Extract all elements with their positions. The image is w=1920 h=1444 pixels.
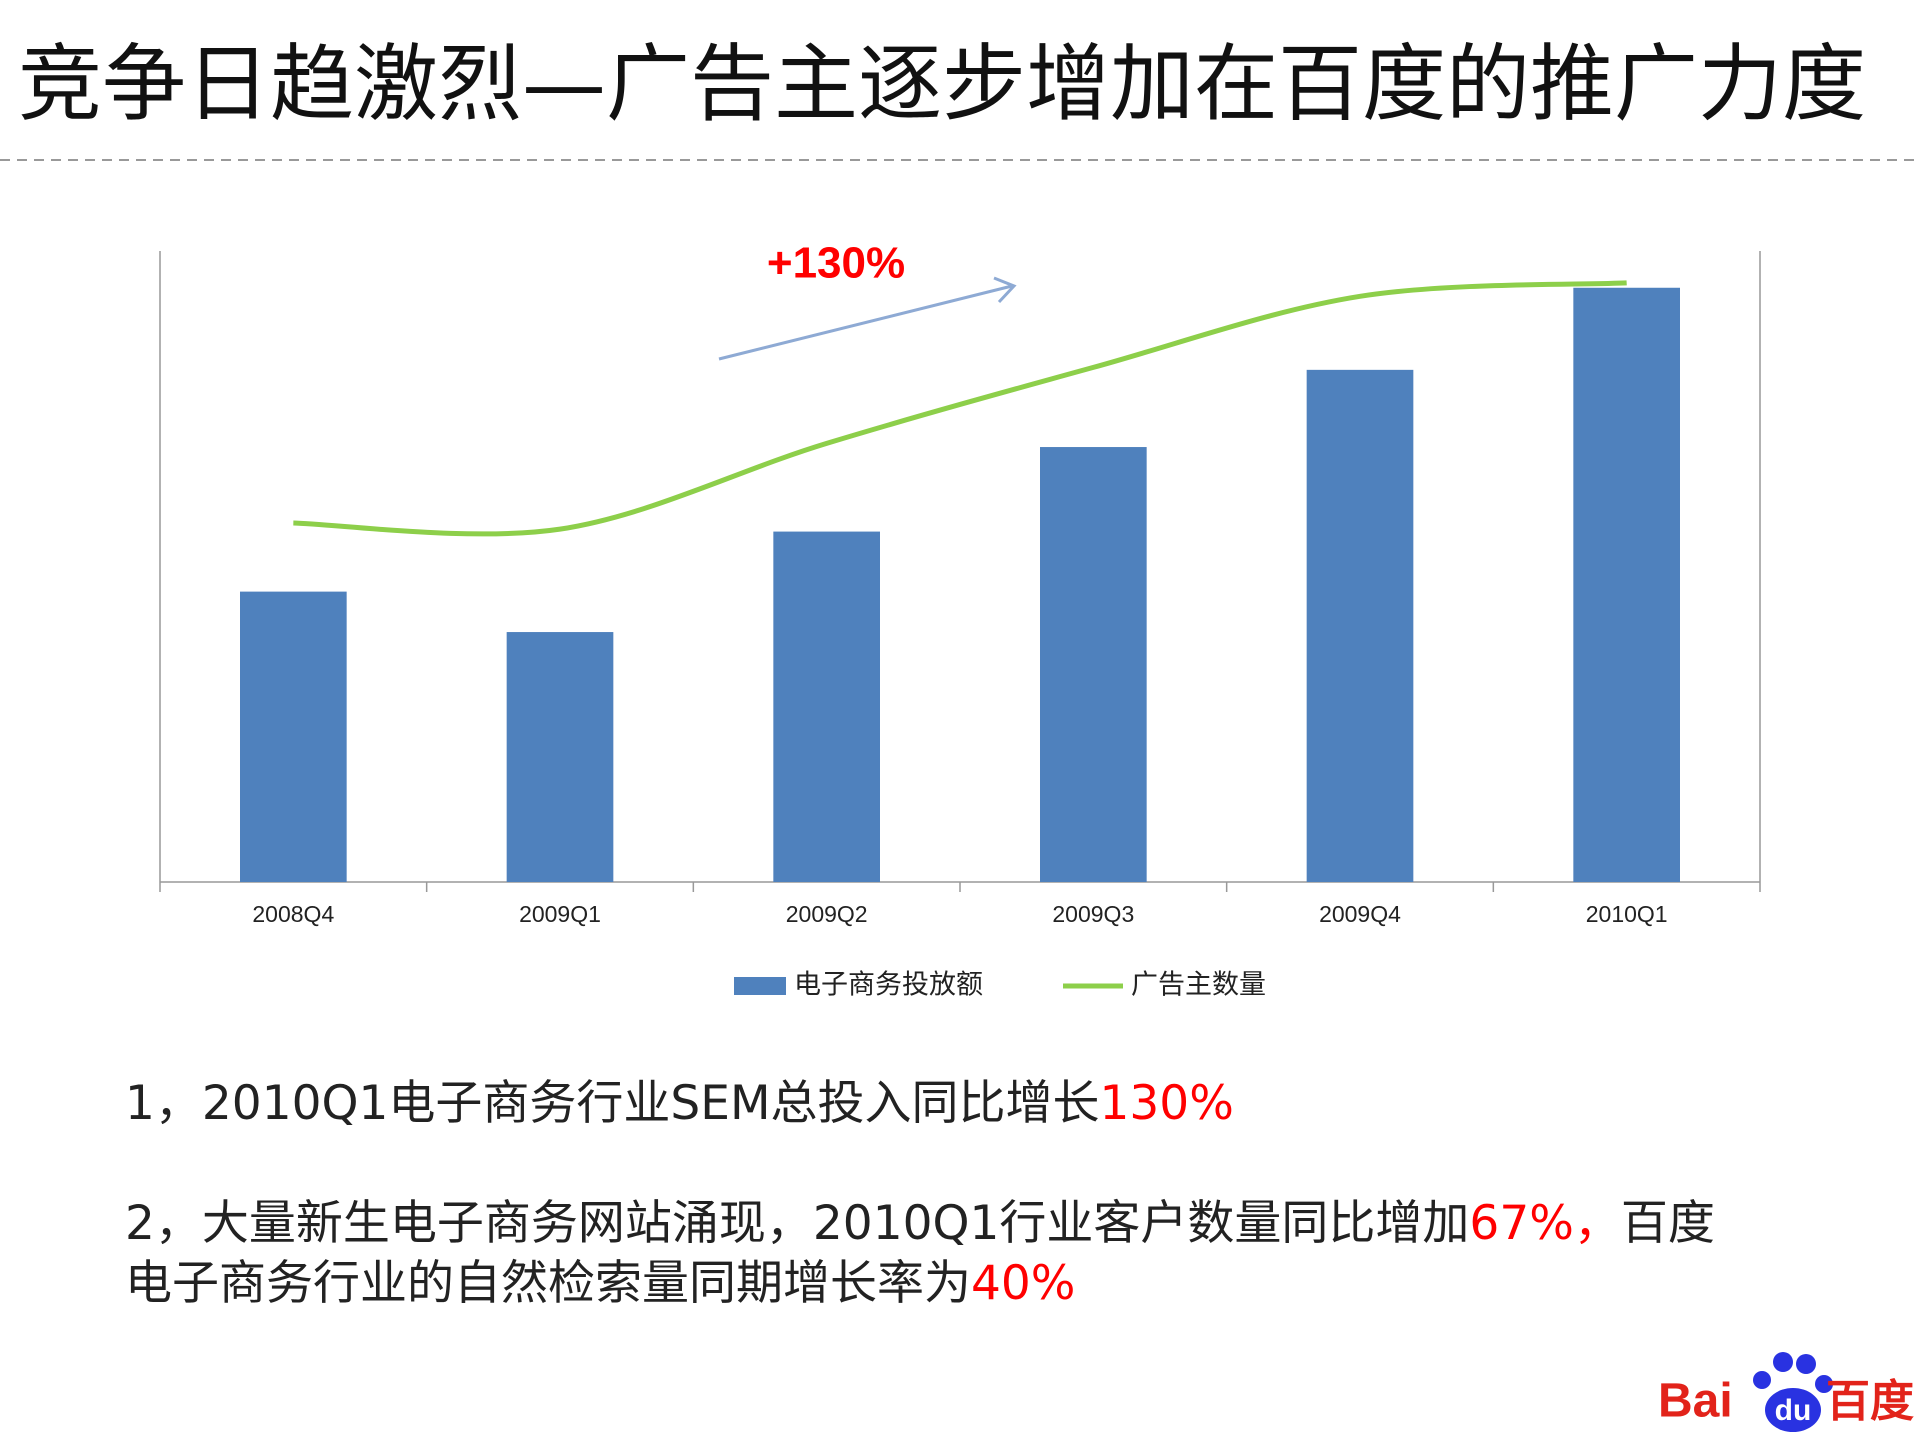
note-segment: 2，大量新生电子商务网站涌现，2010Q1行业客户数量同比增加 [125, 1196, 1469, 1251]
note-segment: 40% [971, 1256, 1075, 1311]
line [293, 280, 1627, 537]
growth-arrow [718, 284, 1013, 361]
note: 电子商务行业的自然检索量同期增长率为40% [125, 1256, 1075, 1311]
note-segment: 67%， [1469, 1196, 1620, 1251]
note: 1，2010Q1电子商务行业SEM总投入同比增长130% [125, 1076, 1234, 1131]
growth-arrow-head [993, 276, 1017, 304]
bar [1040, 447, 1147, 882]
logo-text: 百度 [1826, 1376, 1914, 1427]
logo-paw [1753, 1371, 1771, 1389]
logo-paw [1773, 1352, 1793, 1372]
note-segment: 1，2010Q1电子商务行业SEM总投入同比增长 [125, 1076, 1100, 1131]
growth-annotation: +130% [767, 239, 905, 288]
bar [240, 591, 347, 882]
slide-title: 竞争日趋激烈—广告主逐步增加在百度的推广力度 [18, 35, 1866, 133]
note: 2，大量新生电子商务网站涌现，2010Q1行业客户数量同比增加67%，百度 [125, 1196, 1715, 1251]
logo-paw [1796, 1354, 1816, 1374]
bar [1306, 369, 1414, 883]
x-tick-label: 2008Q4 [252, 901, 334, 927]
x-tick-label: 2010Q1 [1586, 901, 1668, 927]
logo-paw [1815, 1375, 1833, 1393]
logo-text: Bai [1658, 1375, 1733, 1428]
logo-paw [1765, 1388, 1821, 1432]
x-tick-label: 2009Q3 [1052, 901, 1134, 927]
bar [1573, 287, 1680, 882]
note-segment: 百度 [1621, 1196, 1715, 1251]
baidu-logo: Bai du 百度 [1658, 1352, 1914, 1432]
legend-swatch [734, 977, 786, 995]
x-tick-label: 2009Q1 [519, 901, 601, 927]
note-segment: 电子商务行业的自然检索量同期增长率为 [125, 1256, 971, 1311]
x-tick-label: 2009Q2 [786, 901, 868, 927]
bar [506, 632, 614, 882]
logo-text: du [1775, 1394, 1812, 1427]
x-tick-label: 2009Q4 [1319, 901, 1401, 927]
legend-label: 广告主数量 [1131, 970, 1266, 1001]
legend-label: 电子商务投放额 [794, 970, 983, 1001]
bar [773, 531, 880, 882]
note-segment: 130% [1100, 1076, 1234, 1131]
